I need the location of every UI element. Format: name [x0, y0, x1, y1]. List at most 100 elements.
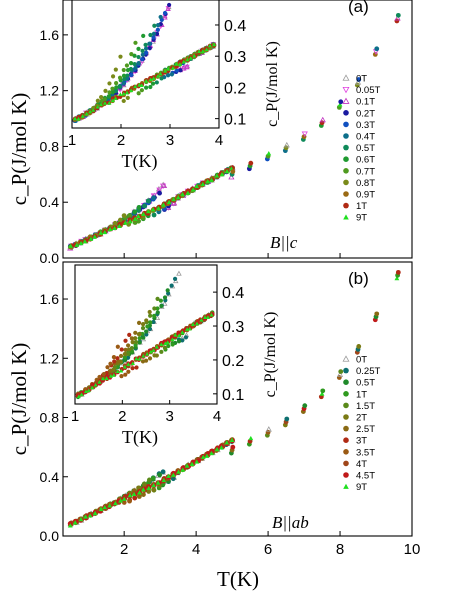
data-point: [338, 369, 344, 374]
inset-data-point: [132, 53, 137, 58]
legend-marker: [343, 391, 349, 397]
data-point: [175, 195, 181, 200]
inset-data-point: [145, 351, 150, 356]
data-point: [205, 178, 211, 184]
y-tick-label: 1.2: [40, 350, 60, 366]
legend-marker: [343, 168, 349, 174]
data-point: [102, 229, 108, 235]
inset-data-point: [162, 10, 168, 16]
data-point: [190, 187, 196, 192]
legend-label: 0.2T: [356, 108, 375, 119]
inset-data-point: [129, 88, 134, 93]
inset-data-point: [145, 324, 150, 329]
legend-label: 3.5T: [356, 447, 375, 458]
shared-x-axis: 2 4 6 8 10 T(K): [120, 541, 420, 591]
legend-label: 2.5T: [356, 424, 375, 435]
inset-data-point: [184, 64, 190, 70]
data-point: [337, 102, 343, 107]
legend-label: 0.9T: [356, 190, 375, 201]
inset-data-point: [125, 351, 131, 356]
inset-data-point: [129, 336, 134, 341]
inset-data-point: [199, 317, 204, 322]
inset-data-point: [151, 348, 156, 352]
inset-y-tick-label: 0.4: [222, 285, 244, 302]
legend-label: 0T: [356, 355, 367, 366]
inset-y-tick-label: 0.4: [224, 18, 246, 35]
inset-data-point: [140, 57, 145, 62]
data-point: [137, 490, 142, 495]
inset-data-point: [117, 84, 122, 89]
inset-data-point: [169, 283, 174, 288]
legend-label: 9T: [356, 213, 367, 224]
inset-data-point: [187, 326, 192, 331]
inset-data-point: [86, 388, 91, 393]
data-point: [228, 173, 235, 180]
inset-data-point: [128, 60, 134, 66]
data-point: [204, 453, 210, 458]
inset-data-point: [148, 84, 153, 90]
inset-data-point: [93, 382, 98, 387]
inset-data-point: [147, 46, 152, 51]
inset-data-point: [118, 353, 124, 359]
data-point: [171, 472, 176, 477]
data-point: [230, 169, 236, 174]
data-point: [219, 445, 224, 450]
data-point: [156, 205, 161, 211]
data-point: [338, 99, 344, 105]
inset-data-point: [152, 313, 157, 318]
data-point: [266, 151, 272, 156]
inset-data-point: [119, 368, 124, 373]
inset-data-point: [127, 332, 132, 337]
y-tick-label: 0.0: [40, 528, 60, 544]
inset-data-point: [159, 303, 164, 309]
inset-data-point: [107, 81, 112, 86]
data-point: [319, 391, 325, 396]
data-point: [166, 473, 171, 478]
data-point: [116, 223, 122, 229]
inset-data-point: [122, 355, 128, 360]
inset-data-point: [108, 373, 114, 378]
inset-data-point: [169, 335, 175, 340]
data-point: [184, 463, 190, 468]
inset-data-point: [133, 65, 138, 70]
inset-data-point: [165, 66, 171, 71]
inset-data-point: [107, 368, 113, 373]
inset-data-point: [125, 73, 130, 78]
data-point: [320, 388, 326, 394]
inset-data-point: [166, 73, 171, 78]
inset-data-point: [169, 72, 175, 77]
inset-data-point: [137, 356, 142, 361]
inset-data-point: [143, 50, 149, 55]
inset-data-point: [200, 49, 205, 53]
data-point: [92, 510, 98, 516]
data-point: [356, 344, 362, 349]
panel-label: (a): [348, 0, 369, 16]
legend-label: 4.5T: [356, 471, 375, 482]
data-point: [219, 171, 225, 177]
inset-data-point: [122, 364, 127, 369]
series-9T: [67, 437, 235, 528]
data-point: [112, 220, 118, 226]
inset-data-point: [148, 320, 153, 325]
inset-data-point: [102, 97, 107, 102]
data-point: [336, 371, 344, 377]
inset-data-point: [151, 319, 156, 325]
data-point: [121, 213, 127, 219]
legend-marker: [342, 97, 350, 104]
inset-data-point: [165, 5, 171, 11]
data-point: [150, 207, 156, 212]
data-point: [354, 79, 362, 85]
legend-label: 3T: [356, 436, 367, 447]
inset-x-tick-label: 1: [68, 132, 76, 149]
data-point: [157, 190, 162, 196]
inset-data-point: [94, 377, 99, 382]
panel-label: (b): [348, 269, 369, 288]
inset-data-point: [177, 62, 183, 66]
inset-data-point: [154, 344, 159, 349]
inset-data-point: [173, 332, 178, 337]
inset-data-point: [148, 77, 153, 82]
inset-y-axis-label: c_P(J/mol K): [264, 41, 281, 127]
x-tick-label: 2: [120, 541, 128, 558]
data-point: [151, 482, 157, 488]
data-point: [161, 477, 167, 483]
